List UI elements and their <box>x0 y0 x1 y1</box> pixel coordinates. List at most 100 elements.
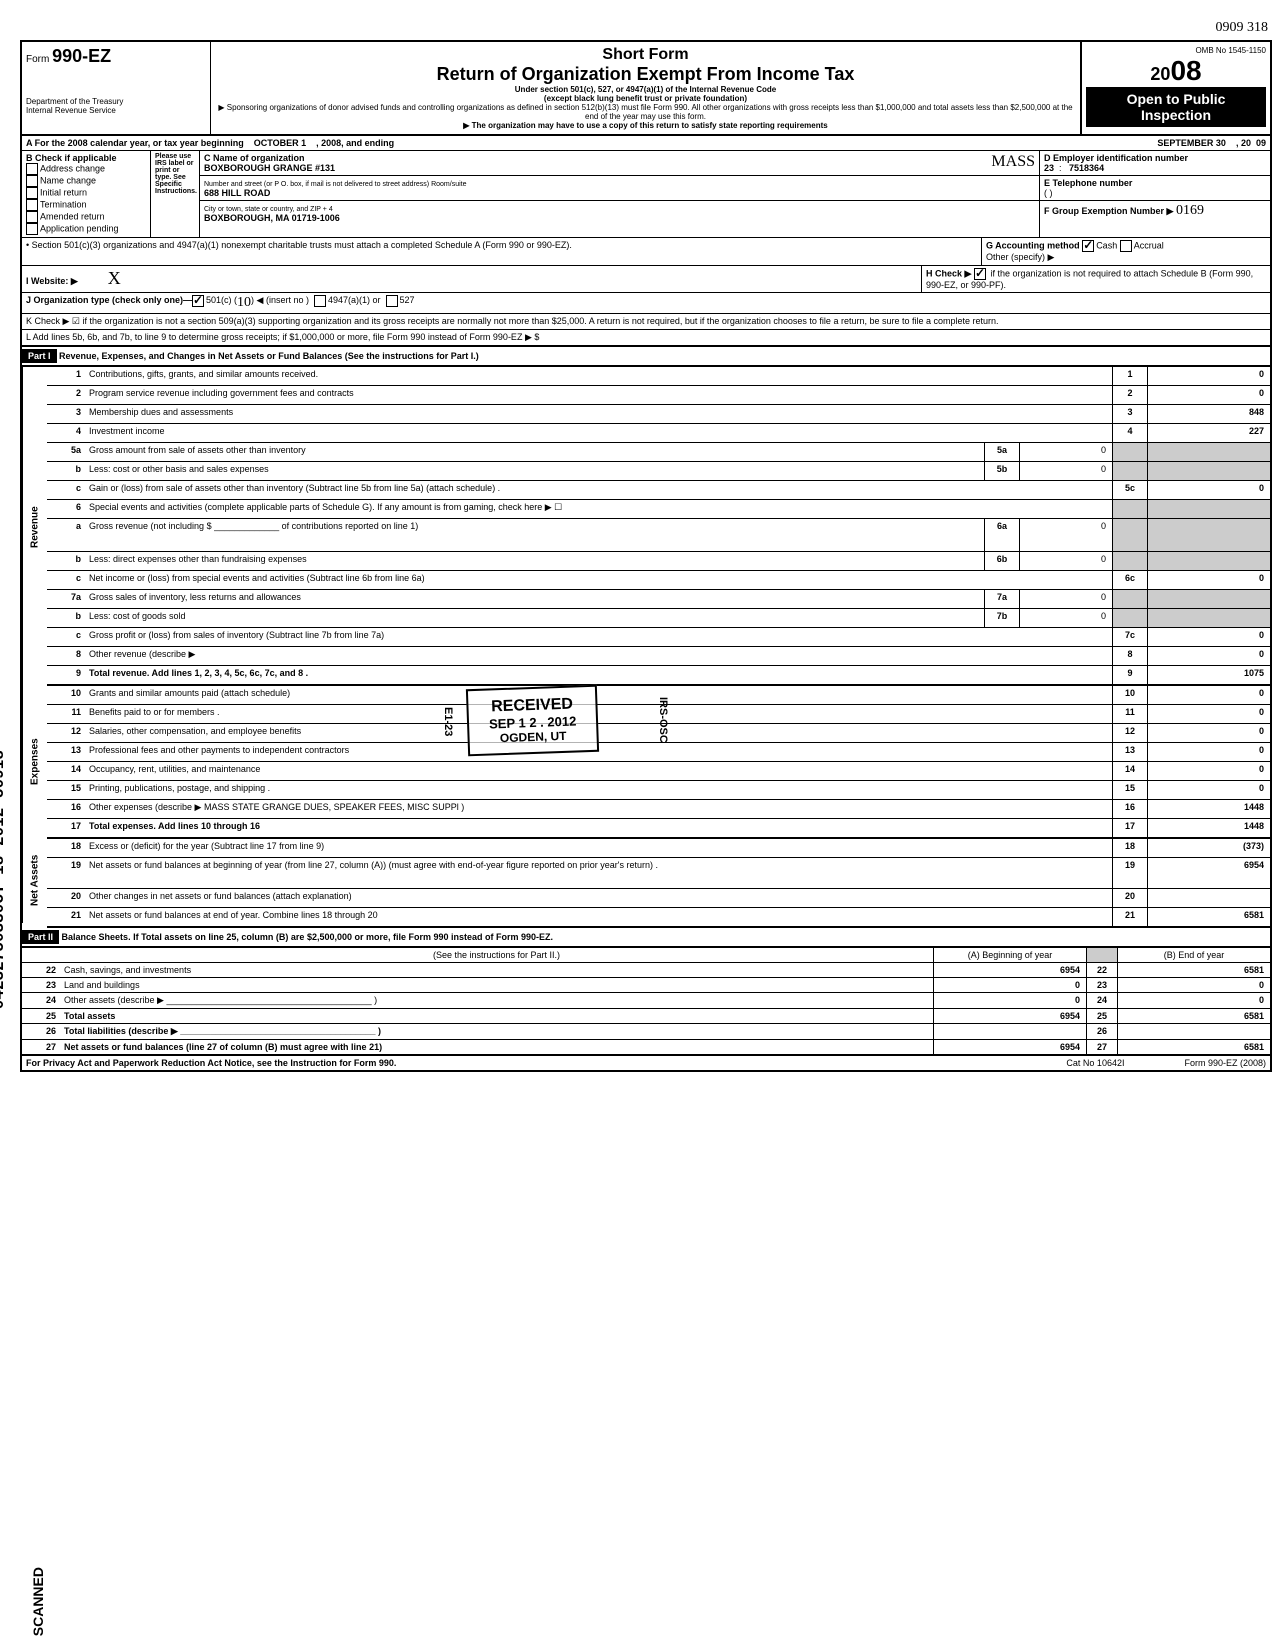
g-label: G Accounting method <box>986 240 1080 250</box>
line-22-a: 6954 <box>933 963 1086 977</box>
line-1-val: 0 <box>1147 367 1270 385</box>
line-10-label: Grants and similar amounts paid (attach … <box>85 686 1112 704</box>
please-label: Please use IRS label or print or type. S… <box>151 151 200 237</box>
row-a-label: A For the 2008 calendar year, or tax yea… <box>26 138 244 148</box>
line-21-label: Net assets or fund balances at end of ye… <box>85 908 1112 926</box>
c-label: C Name of organization <box>204 153 305 163</box>
line-22-label: Cash, savings, and investments <box>60 963 933 977</box>
row-i-h: I Website: ▶ X H Check ▶ if the organiza… <box>22 266 1270 293</box>
row-l: L Add lines 5b, 6b, and 7b, to line 9 to… <box>22 330 1270 347</box>
privacy-notice: For Privacy Act and Paperwork Reduction … <box>26 1058 396 1068</box>
b-addr-change: Address change <box>40 163 105 173</box>
line-2-label: Program service revenue including govern… <box>85 386 1112 404</box>
handwritten-top: 0909 318 <box>1216 20 1269 35</box>
line-15-label: Printing, publications, postage, and shi… <box>85 781 1112 799</box>
d-val1: 23 <box>1044 163 1054 173</box>
b-amended: Amended return <box>40 211 105 221</box>
line-7b-val: 0 <box>1019 609 1112 627</box>
line-17-label: Total expenses. Add lines 10 through 16 <box>85 819 1112 837</box>
header-left: Form 990-EZ Department of the Treasury I… <box>22 42 211 134</box>
line-16-val: 1448 <box>1147 800 1270 818</box>
check-h[interactable] <box>974 268 986 280</box>
check-name-change[interactable] <box>26 175 38 187</box>
line-9-val: 1075 <box>1147 666 1270 684</box>
line-7a-val: 0 <box>1019 590 1112 608</box>
line-25-label: Total assets <box>60 1009 933 1023</box>
check-cash[interactable] <box>1082 240 1094 252</box>
col-b-header: (B) End of year <box>1117 948 1270 962</box>
part-2-badge: Part II <box>22 930 59 944</box>
title-return: Return of Organization Exempt From Incom… <box>215 64 1076 85</box>
line-3-val: 848 <box>1147 405 1270 423</box>
header-right: OMB No 1545-1150 20200808 Open to Public… <box>1080 42 1270 134</box>
line-19-val: 6954 <box>1147 858 1270 888</box>
check-amended[interactable] <box>26 211 38 223</box>
check-accrual[interactable] <box>1120 240 1132 252</box>
header-center: Short Form Return of Organization Exempt… <box>211 42 1080 134</box>
line-4-val: 227 <box>1147 424 1270 442</box>
scanned-stamp: SCANNED <box>30 1567 46 1636</box>
irs-label: Internal Revenue Service <box>26 106 206 115</box>
line-6a-label: Gross revenue (not including $ _________… <box>85 519 984 551</box>
b-name-change: Name change <box>40 175 96 185</box>
g-accrual: Accrual <box>1134 240 1164 250</box>
row-bcdef: B Check if applicable Address change Nam… <box>22 151 1270 238</box>
side-revenue: Revenue <box>22 367 47 687</box>
check-termination[interactable] <box>26 199 38 211</box>
subtitle-1: Under section 501(c), 527, or 4947(a)(1)… <box>215 85 1076 94</box>
b-app-pending: Application pending <box>40 223 119 233</box>
line-20-val <box>1147 889 1270 907</box>
j-501: 501(c) ( <box>206 295 237 311</box>
line-15-val: 0 <box>1147 781 1270 799</box>
line-21-val: 6581 <box>1147 908 1270 926</box>
f-label: F Group Exemption Number ▶ <box>1044 206 1173 216</box>
line-23-a: 0 <box>933 978 1086 992</box>
e-value: ( ) <box>1044 188 1053 198</box>
dept-label: Department of the Treasury <box>26 97 206 106</box>
line-12-val: 0 <box>1147 724 1270 742</box>
form-number: 990-EZ <box>52 46 111 66</box>
check-501c[interactable] <box>192 295 204 307</box>
line-6-label: Special events and activities (complete … <box>85 500 1112 518</box>
check-address-change[interactable] <box>26 163 38 175</box>
col-a-header: (A) Beginning of year <box>933 948 1086 962</box>
row-a-mid: , 2008, and ending <box>316 138 394 148</box>
check-527[interactable] <box>386 295 398 307</box>
line-25-b: 6581 <box>1117 1009 1270 1023</box>
row-a-end-yr-label: , 20 <box>1236 138 1251 148</box>
line-14-label: Occupancy, rent, utilities, and maintena… <box>85 762 1112 780</box>
balance-header: (See the instructions for Part II.) (A) … <box>22 948 1270 963</box>
line-24-a: 0 <box>933 993 1086 1008</box>
omb-number: OMB No 1545-1150 <box>1086 46 1266 55</box>
d-label: D Employer identification number <box>1044 153 1188 163</box>
line-5b-val: 0 <box>1019 462 1112 480</box>
form-label: Form <box>26 54 49 65</box>
check-initial-return[interactable] <box>26 187 38 199</box>
dln-sidebar: 04232750330CT 18 2012 50918 <box>0 750 8 1009</box>
f-value: 0169 <box>1176 203 1204 218</box>
check-app-pending[interactable] <box>26 223 38 235</box>
part-1-badge: Part I <box>22 349 57 363</box>
line-14-val: 0 <box>1147 762 1270 780</box>
line-6c-label: Net income or (loss) from special events… <box>85 571 1112 589</box>
bullet-501: • Section 501(c)(3) organizations and 49… <box>22 238 982 265</box>
check-4947[interactable] <box>314 295 326 307</box>
row-k: K Check ▶ ☑ if the organization is not a… <box>22 314 1270 330</box>
city-value: BOXBOROUGH, MA 01719-1006 <box>204 213 340 223</box>
line-5c-val: 0 <box>1147 481 1270 499</box>
line-5b-label: Less: cost or other basis and sales expe… <box>85 462 984 480</box>
line-23-b: 0 <box>1117 978 1270 992</box>
part-2-title: Balance Sheets. If Total assets on line … <box>62 932 554 942</box>
line-9-label: Total revenue. Add lines 1, 2, 3, 4, 5c,… <box>85 666 1112 684</box>
line-7a-label: Gross sales of inventory, less returns a… <box>85 590 984 608</box>
line-1-label: Contributions, gifts, grants, and simila… <box>85 367 1112 385</box>
line-3-label: Membership dues and assessments <box>85 405 1112 423</box>
line-19-label: Net assets or fund balances at beginning… <box>85 858 1112 888</box>
line-7b-label: Less: cost of goods sold <box>85 609 984 627</box>
line-6a-val: 0 <box>1019 519 1112 551</box>
part-2-header-row: Part II Balance Sheets. If Total assets … <box>22 928 1270 948</box>
received-stamp: RECEIVED SEP 1 2 . 2012 OGDEN, UT <box>466 685 599 757</box>
j-insert: ) ◀ (insert no ) <box>251 295 309 311</box>
line-17-val: 1448 <box>1147 819 1270 837</box>
line-20-label: Other changes in net assets or fund bala… <box>85 889 1112 907</box>
